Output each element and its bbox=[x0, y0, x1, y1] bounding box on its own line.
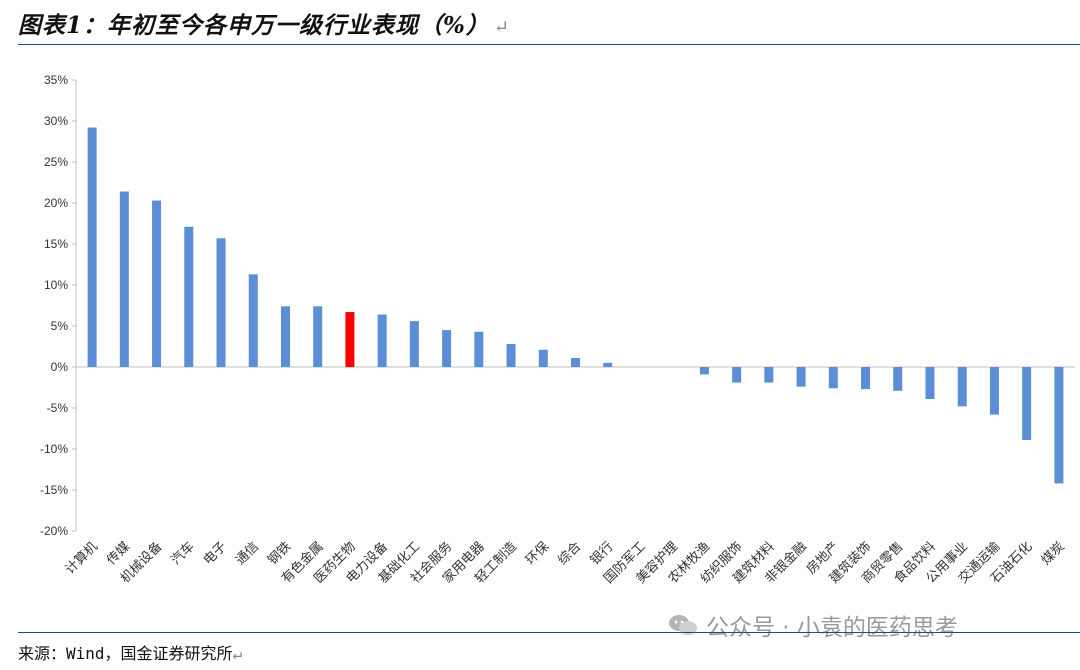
y-tick-label: -20% bbox=[40, 524, 68, 538]
y-tick-label: 5% bbox=[51, 319, 69, 333]
bar bbox=[442, 330, 452, 367]
bar bbox=[732, 367, 742, 383]
footer-divider bbox=[18, 632, 1080, 633]
bar-chart: 35% 30% 25% 20% 15% 10% 5% 0% -5% -10% -15% -20%计算机… bbox=[40, 73, 1075, 587]
y-tick-label: -10% bbox=[40, 442, 68, 456]
bar bbox=[861, 367, 871, 390]
bar bbox=[828, 367, 838, 389]
watermark: 公众号 · 小袁的医药思考 bbox=[668, 608, 958, 642]
y-tick-label: 35% bbox=[44, 73, 68, 87]
category-label: 煤炭 bbox=[1039, 539, 1068, 568]
bar bbox=[409, 321, 419, 367]
y-tick-label: 30% bbox=[44, 114, 68, 128]
y-tick-label: -5% bbox=[47, 401, 69, 415]
bar bbox=[603, 362, 613, 367]
bar bbox=[216, 238, 226, 367]
bar bbox=[87, 127, 97, 367]
category-label: 通信 bbox=[233, 539, 262, 568]
bar bbox=[345, 312, 355, 367]
y-tick-label: 0% bbox=[51, 360, 69, 374]
source-text: 来源：Wind，国金证券研究所 bbox=[18, 644, 233, 663]
y-tick-label: 15% bbox=[44, 237, 68, 251]
wechat-icon bbox=[669, 615, 697, 635]
bar bbox=[1054, 367, 1064, 484]
title-divider bbox=[18, 44, 1080, 45]
bar bbox=[699, 367, 709, 375]
bar bbox=[506, 344, 516, 367]
category-label: 计算机 bbox=[63, 539, 101, 577]
y-tick-label: 20% bbox=[44, 196, 68, 210]
source-note: 来源：Wind，国金证券研究所↵ bbox=[18, 640, 242, 664]
category-label: 环保 bbox=[523, 539, 552, 568]
bar bbox=[184, 226, 194, 367]
bar bbox=[764, 367, 774, 383]
bar bbox=[313, 306, 323, 367]
category-label: 综合 bbox=[555, 539, 584, 568]
y-tick-label: -15% bbox=[40, 483, 68, 497]
chart-title: 图表1：年初至今各申万一级行业表现（%） ↵ bbox=[18, 6, 510, 40]
bar bbox=[538, 349, 548, 367]
bar bbox=[989, 367, 999, 415]
bar bbox=[248, 274, 258, 367]
bar bbox=[377, 314, 387, 367]
bar bbox=[893, 367, 903, 391]
bar bbox=[280, 306, 290, 367]
category-label: 电子 bbox=[201, 539, 230, 568]
bar bbox=[152, 200, 162, 367]
chart-title-text: 图表1：年初至今各申万一级行业表现（%） bbox=[18, 12, 490, 39]
return-mark-icon: ↵ bbox=[493, 17, 510, 38]
bar bbox=[925, 367, 935, 399]
bar bbox=[474, 331, 484, 367]
bar bbox=[571, 357, 580, 367]
y-tick-label: 25% bbox=[44, 155, 68, 169]
bar bbox=[119, 191, 129, 367]
category-label: 汽车 bbox=[168, 539, 198, 569]
y-tick-label: 10% bbox=[44, 278, 68, 292]
bar bbox=[796, 367, 806, 387]
watermark-text: 公众号 · 小袁的医药思考 bbox=[706, 615, 958, 641]
bar bbox=[1022, 367, 1032, 440]
bar bbox=[957, 367, 967, 407]
return-mark-icon: ↵ bbox=[232, 644, 243, 663]
